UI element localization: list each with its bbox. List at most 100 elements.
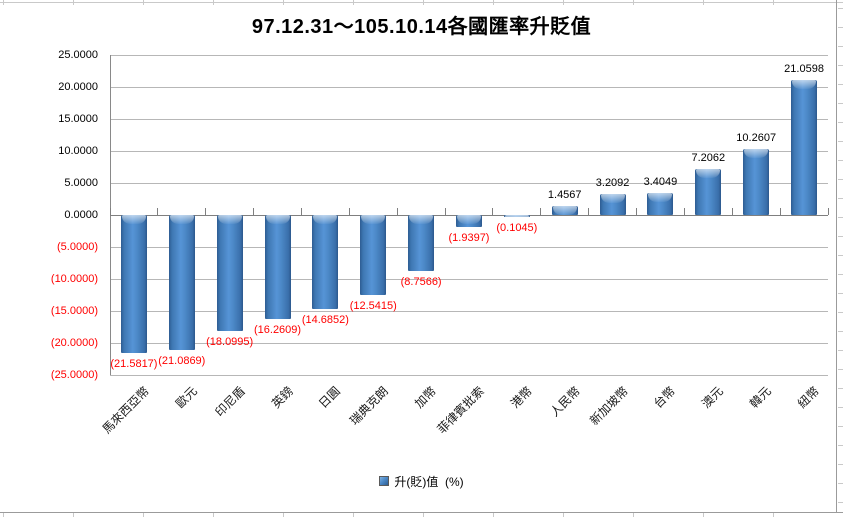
bar[interactable] [264,215,291,320]
spreadsheet-gridline [838,84,843,85]
bar[interactable] [503,215,530,217]
gridline [110,374,828,376]
gridline [110,86,828,88]
spreadsheet-gridline [838,255,843,256]
y-axis-tick-label: 0.0000 [64,209,98,221]
category-axis-tick [636,208,638,215]
spreadsheet-gridline [423,512,424,517]
bar[interactable] [360,215,387,296]
data-label: (0.1045) [496,222,538,234]
gridline [110,182,828,184]
spreadsheet-gridline [493,512,494,517]
y-axis-tick-label: 15.0000 [58,113,98,125]
spreadsheet-gridline [838,483,843,484]
bar[interactable] [120,215,147,354]
y-axis-tick-label: 5.0000 [64,177,98,189]
bar[interactable] [168,215,195,350]
category-axis-tick [300,208,302,215]
spreadsheet-gridline [838,160,843,161]
spreadsheet-gridline [633,512,634,517]
category-axis-tick [253,208,255,215]
spreadsheet-gridline [773,512,774,517]
spreadsheet-gridline [283,0,284,5]
bar[interactable] [551,205,578,215]
legend-label: 升(貶)值 (%) [394,474,464,489]
bar[interactable] [743,149,770,215]
category-axis-tick [348,208,350,215]
category-axis-tick [588,208,590,215]
bar[interactable] [312,215,339,309]
bar[interactable] [791,80,818,215]
spreadsheet-gridline [283,512,284,517]
spreadsheet-gridline [423,0,424,5]
spreadsheet-gridline [213,512,214,517]
spreadsheet-gridline [703,512,704,517]
spreadsheet-gridline [838,122,843,123]
gridline [110,278,828,280]
y-axis-tick-label: (5.0000) [57,241,98,253]
legend-series-marker-icon [379,476,390,486]
gridline [110,118,828,120]
spreadsheet-gridline [493,0,494,5]
spreadsheet-gridline [0,2,843,3]
y-axis-tick-label: (20.0000) [50,337,98,349]
category-axis-tick [444,208,446,215]
spreadsheet-gridline [838,141,843,142]
spreadsheet-gridline [838,274,843,275]
bar[interactable] [216,215,243,331]
data-label: (18.0995) [206,335,254,348]
data-label: (16.2609) [253,324,302,337]
data-label: 1.4567 [547,188,582,201]
data-label: 3.2092 [595,177,630,190]
category-axis-tick [109,208,111,215]
gridline [110,342,828,344]
spreadsheet-gridline [703,0,704,5]
spreadsheet-gridline [773,0,774,5]
spreadsheet-gridline [143,0,144,5]
data-label: (1.9397) [448,232,490,245]
spreadsheet-gridline [838,464,843,465]
spreadsheet-gridline [353,512,354,517]
spreadsheet-gridline [838,198,843,199]
spreadsheet-gridline [3,512,4,517]
spreadsheet-gridline [563,0,564,5]
spreadsheet-gridline [838,103,843,104]
y-axis-tick-label: 20.0000 [58,81,98,93]
spreadsheet-gridline [838,369,843,370]
chart-title[interactable]: 97.12.31～105.10.14各國匯率升貶值 [251,16,592,38]
gridline [110,246,828,248]
data-label: (8.7566) [400,276,442,289]
category-axis-tick [540,208,542,215]
category-axis-tick [779,208,781,215]
spreadsheet-gridline [838,27,843,28]
category-axis-tick [683,208,685,215]
spreadsheet-gridline [213,0,214,5]
spreadsheet-gridline [838,217,843,218]
data-label: 3.4049 [643,176,678,189]
spreadsheet-gridline [838,293,843,294]
category-axis-tick [492,208,494,215]
data-label: 7.2062 [691,151,726,164]
spreadsheet-gridline [563,512,564,517]
bar[interactable] [695,168,722,215]
category-axis-tick [731,208,733,215]
data-label: 10.2607 [736,132,777,145]
category-axis-tick [396,208,398,215]
data-label: 21.0598 [784,63,824,76]
bar[interactable] [456,215,482,228]
spreadsheet-gridline [838,502,843,503]
bar[interactable] [647,193,674,215]
spreadsheet-gridline [838,179,843,180]
bar[interactable] [599,194,626,215]
spreadsheet-gridline [73,512,74,517]
spreadsheet-gridline [838,445,843,446]
data-label: (14.6852) [301,313,349,326]
category-axis-tick [157,208,159,215]
bar[interactable] [408,215,435,272]
category-axis-tick [205,208,207,215]
category-axis-tick [827,208,829,215]
gridline [110,310,828,312]
legend[interactable]: 升(貶)值 (%) [0,472,843,490]
chart-bottom-border [0,512,843,513]
